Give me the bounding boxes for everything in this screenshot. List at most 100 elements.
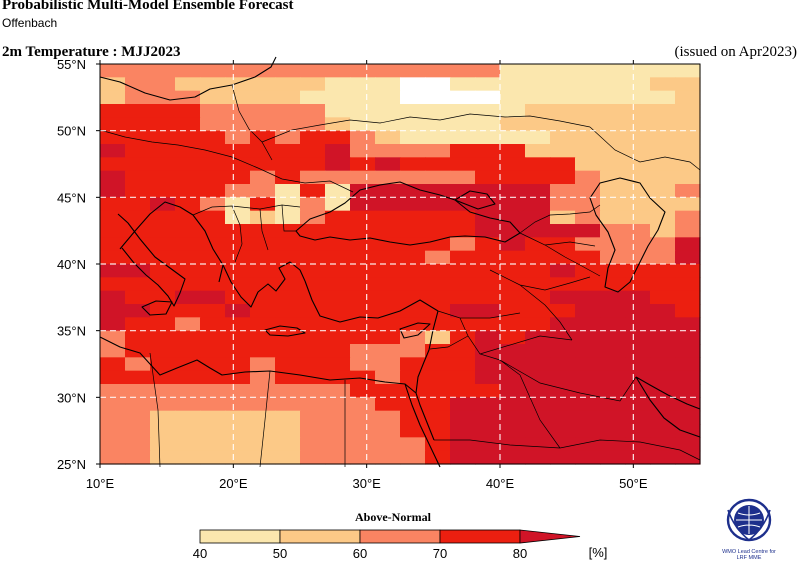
grid-cell xyxy=(100,370,126,385)
chart-title: Probabilistic Multi-Model Ensemble Forec… xyxy=(2,0,294,13)
grid-cell xyxy=(425,397,451,412)
grid-cell xyxy=(200,157,226,172)
grid-cell xyxy=(650,170,676,185)
grid-cell xyxy=(150,344,176,358)
grid-cell xyxy=(450,410,476,425)
grid-cell xyxy=(125,410,151,425)
grid-cell xyxy=(325,317,351,332)
grid-cell xyxy=(200,424,226,438)
grid-cell xyxy=(500,437,526,452)
grid-cell xyxy=(600,197,626,212)
grid-cell xyxy=(275,157,301,172)
grid-cell xyxy=(625,130,651,145)
logo-text-line2: LRF MME xyxy=(736,555,762,561)
grid-cell xyxy=(125,437,151,452)
colorbar-tick-label: 80 xyxy=(513,546,527,560)
grid-cell xyxy=(325,344,351,358)
grid-cell xyxy=(225,130,251,145)
grid-cell xyxy=(325,237,351,252)
grid-cell xyxy=(350,397,376,412)
grid-cell xyxy=(225,384,251,398)
grid-cell xyxy=(475,144,501,158)
grid-cell xyxy=(625,424,651,438)
grid-cell xyxy=(450,117,476,132)
grid-cell xyxy=(100,117,126,132)
grid-cell xyxy=(625,290,651,305)
grid-cell xyxy=(275,64,301,78)
grid-cell xyxy=(300,264,326,278)
grid-cell xyxy=(100,130,126,145)
grid-cell xyxy=(150,184,176,198)
grid-cell xyxy=(250,184,276,198)
grid-cell xyxy=(250,344,276,358)
grid-cell xyxy=(325,357,351,372)
grid-cell xyxy=(475,344,501,358)
grid-cell xyxy=(325,290,351,305)
grid-cell xyxy=(350,304,376,318)
coastline-persian-gulf xyxy=(635,376,701,438)
grid-cell xyxy=(350,117,376,132)
grid-cell xyxy=(575,330,601,345)
grid-cell xyxy=(525,424,551,438)
grid-cell xyxy=(675,437,701,452)
grid-cell xyxy=(525,357,551,372)
grid-cell xyxy=(600,77,626,92)
grid-cell xyxy=(175,370,201,385)
grid-cell xyxy=(125,264,151,278)
grid-cell xyxy=(325,157,351,172)
grid-cell xyxy=(650,437,676,452)
grid-cell xyxy=(250,424,276,438)
grid-cell xyxy=(425,157,451,172)
grid-cell xyxy=(175,157,201,172)
axis-ticks: 10°E 20°E 30°E 40°E 50°E 25°N 30°N 35°N 40°N 45°N… xyxy=(57,57,648,491)
grid-cell xyxy=(450,264,476,278)
colorbar-segment xyxy=(279,529,361,544)
grid-cell xyxy=(275,77,301,92)
grid-cell xyxy=(200,410,226,425)
border-central-europe xyxy=(99,129,354,193)
grid-cell xyxy=(225,317,251,332)
grid-cell xyxy=(350,264,376,278)
grid-cell xyxy=(575,170,601,185)
grid-cell xyxy=(150,64,176,78)
grid-cell xyxy=(325,117,351,132)
grid-cell xyxy=(275,357,301,372)
grid-cell xyxy=(425,210,451,225)
grid-cell xyxy=(500,397,526,412)
grid-cell xyxy=(475,277,501,292)
grid-cell xyxy=(350,64,376,78)
grid-cell xyxy=(300,277,326,292)
colorbar-arrow xyxy=(519,529,581,544)
grid-cell xyxy=(575,304,601,318)
grid-cell xyxy=(625,90,651,105)
grid-cell xyxy=(550,104,576,118)
grid-cell xyxy=(375,277,401,292)
grid-cell xyxy=(125,144,151,158)
grid-cell xyxy=(175,104,201,118)
grid-cell xyxy=(250,210,276,225)
grid-cell xyxy=(500,277,526,292)
grid-cell xyxy=(500,104,526,118)
grid-cell xyxy=(250,397,276,412)
grid-cell xyxy=(475,290,501,305)
grid-cell xyxy=(150,117,176,132)
grid-cell xyxy=(475,184,501,198)
grid-cell xyxy=(300,130,326,145)
coastline-greece xyxy=(222,261,306,308)
grid-cell xyxy=(450,170,476,185)
grid-cell xyxy=(600,90,626,105)
grid-cell xyxy=(100,437,126,452)
grid-cell xyxy=(100,90,126,105)
grid-cell xyxy=(375,330,401,345)
grid-cell xyxy=(175,317,201,332)
grid-cell xyxy=(400,184,426,198)
grid-cell xyxy=(300,117,326,132)
grid-cell xyxy=(650,450,676,465)
grid-cell xyxy=(625,304,651,318)
country-borders xyxy=(99,84,701,468)
logo-text-line1: WMO Lead Centre for xyxy=(722,549,776,555)
grid-cell xyxy=(175,144,201,158)
grid-cell xyxy=(200,224,226,238)
grid-cell xyxy=(550,117,576,132)
grid-cell xyxy=(625,144,651,158)
